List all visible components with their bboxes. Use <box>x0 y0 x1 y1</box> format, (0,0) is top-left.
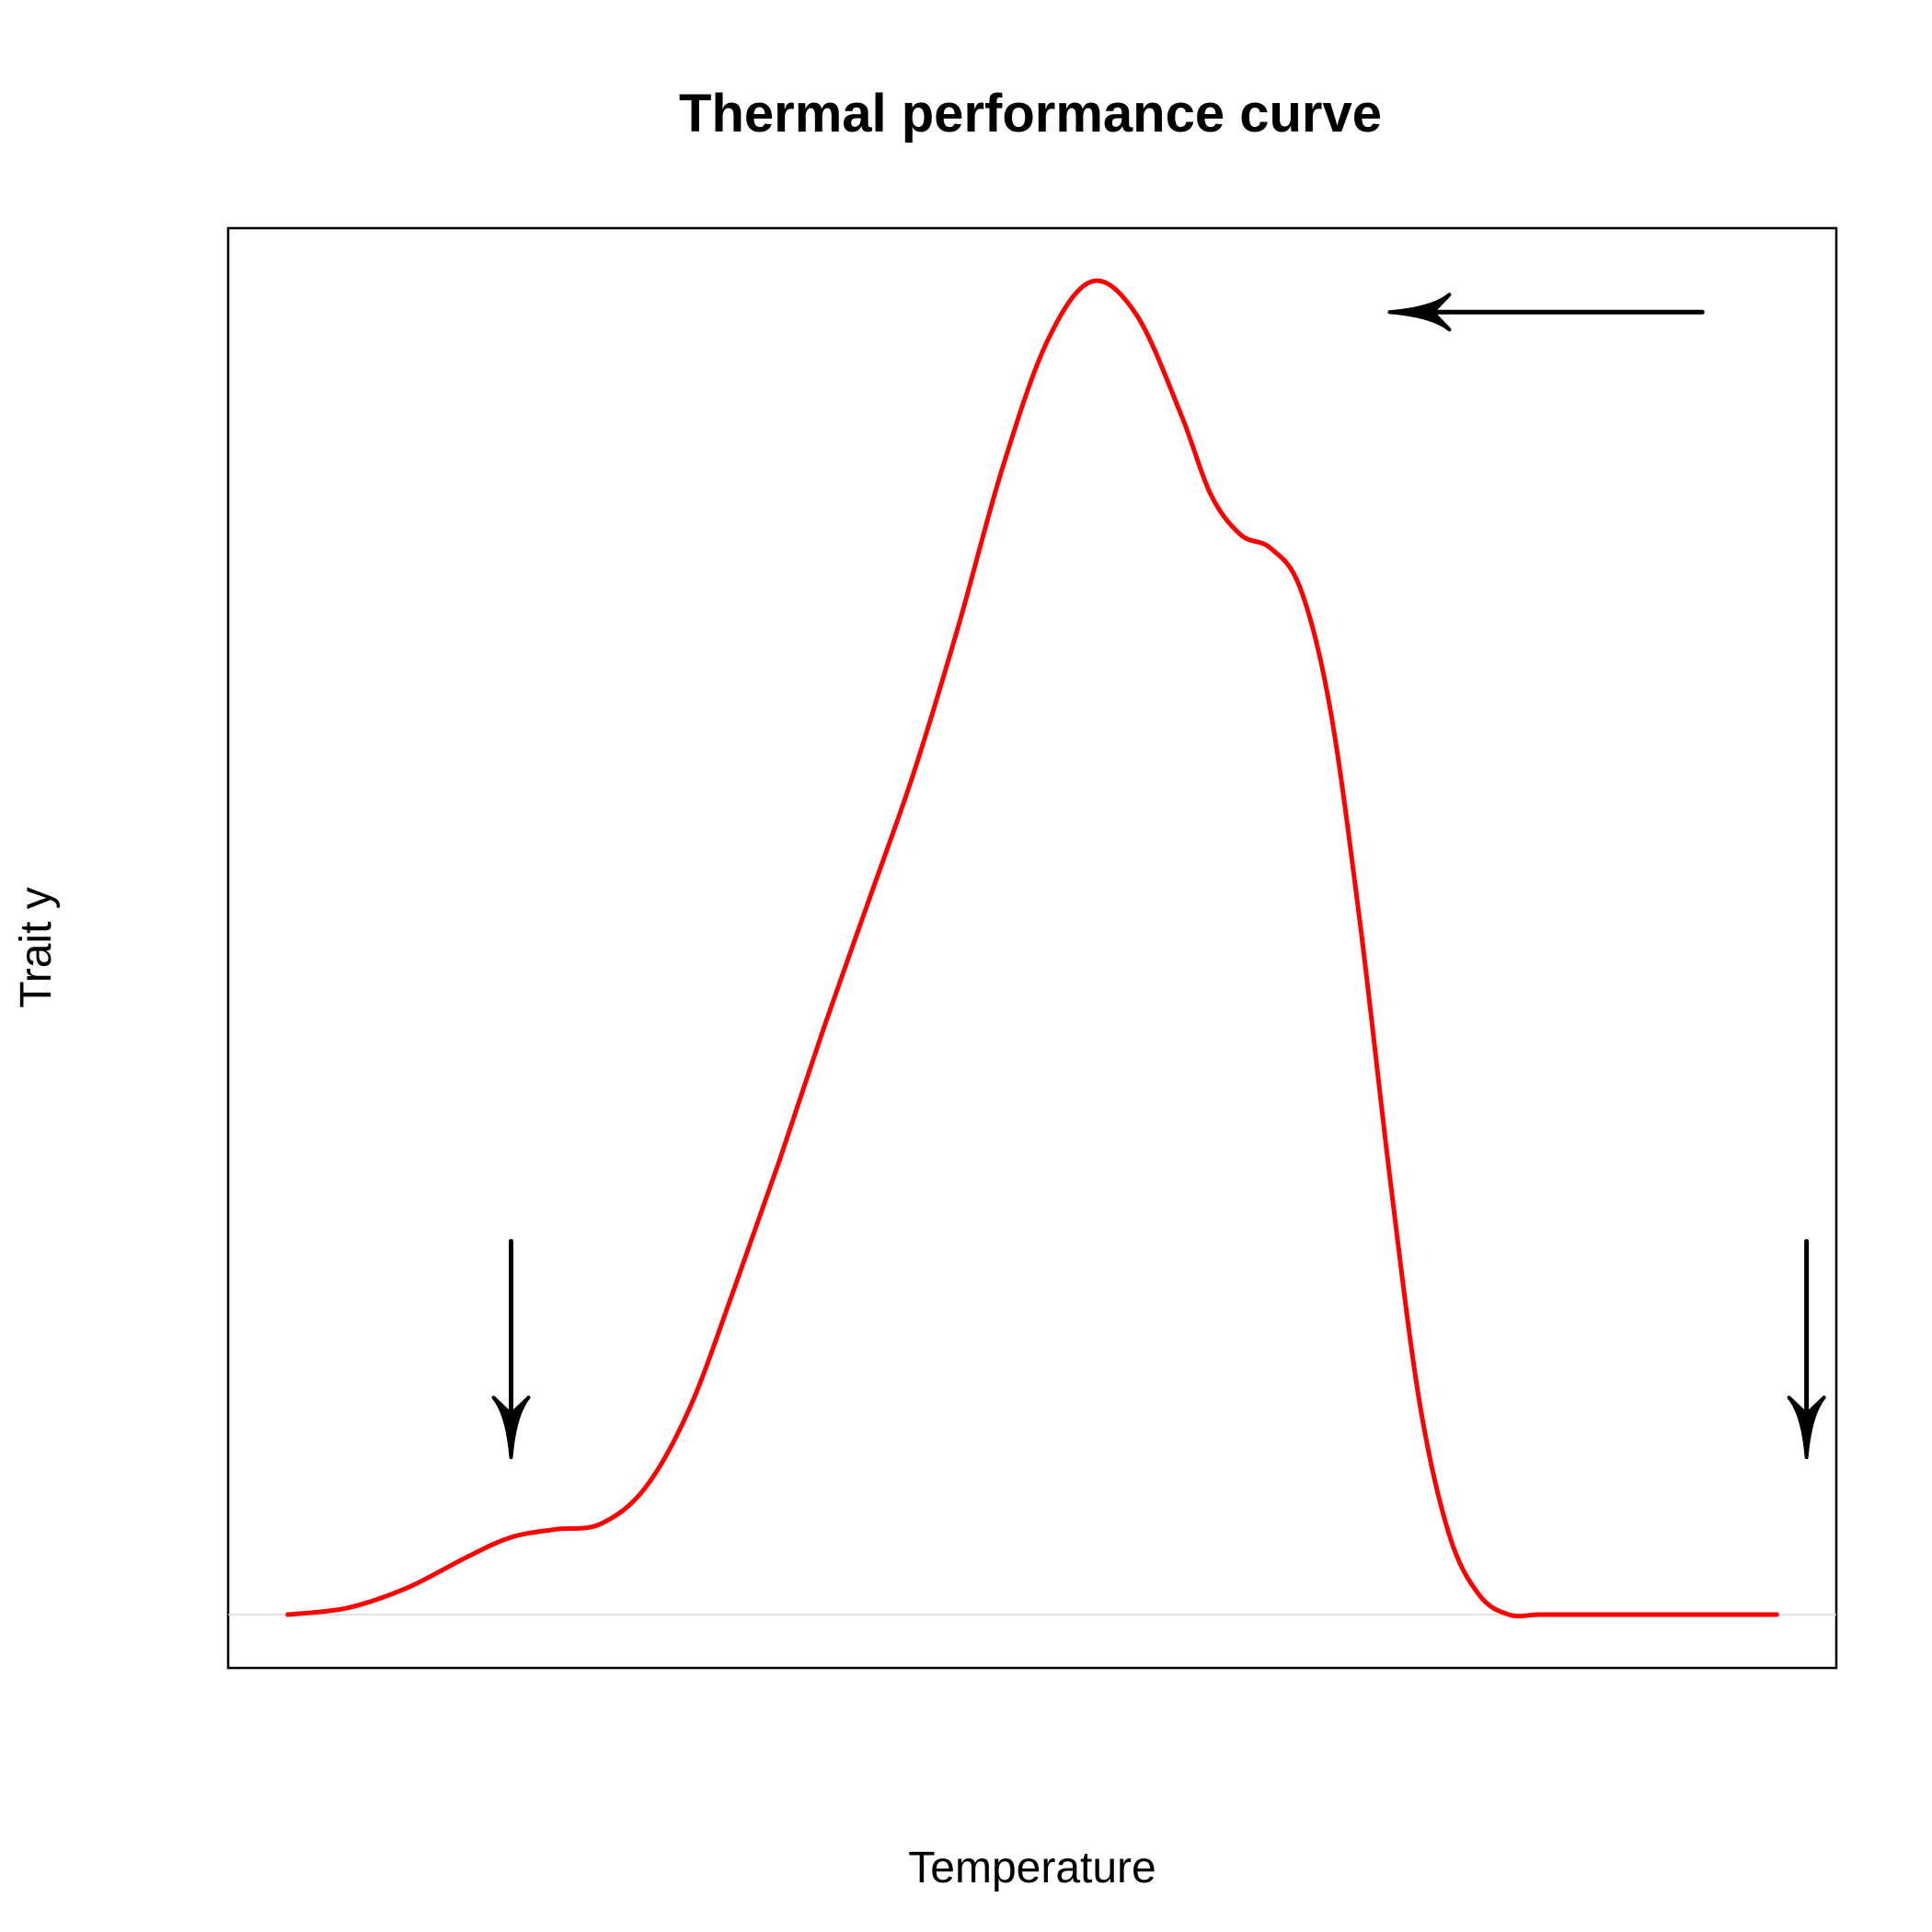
arrow-head <box>491 1396 531 1460</box>
arrow-annotation-2 <box>1387 293 1705 332</box>
arrow-head <box>1787 1396 1826 1460</box>
performance-curve-line <box>285 278 1779 1619</box>
y-axis-label: Trait y <box>12 887 61 1008</box>
arrow-annotation-1 <box>491 1238 531 1460</box>
arrow-annotations <box>491 293 1826 1460</box>
arrow-head <box>1387 293 1452 332</box>
plot-frame <box>226 226 1838 1670</box>
chart-title: Thermal performance curve <box>679 84 1382 144</box>
arrow-annotation-3 <box>1787 1238 1826 1460</box>
x-axis-label: Temperature <box>908 1844 1156 1892</box>
